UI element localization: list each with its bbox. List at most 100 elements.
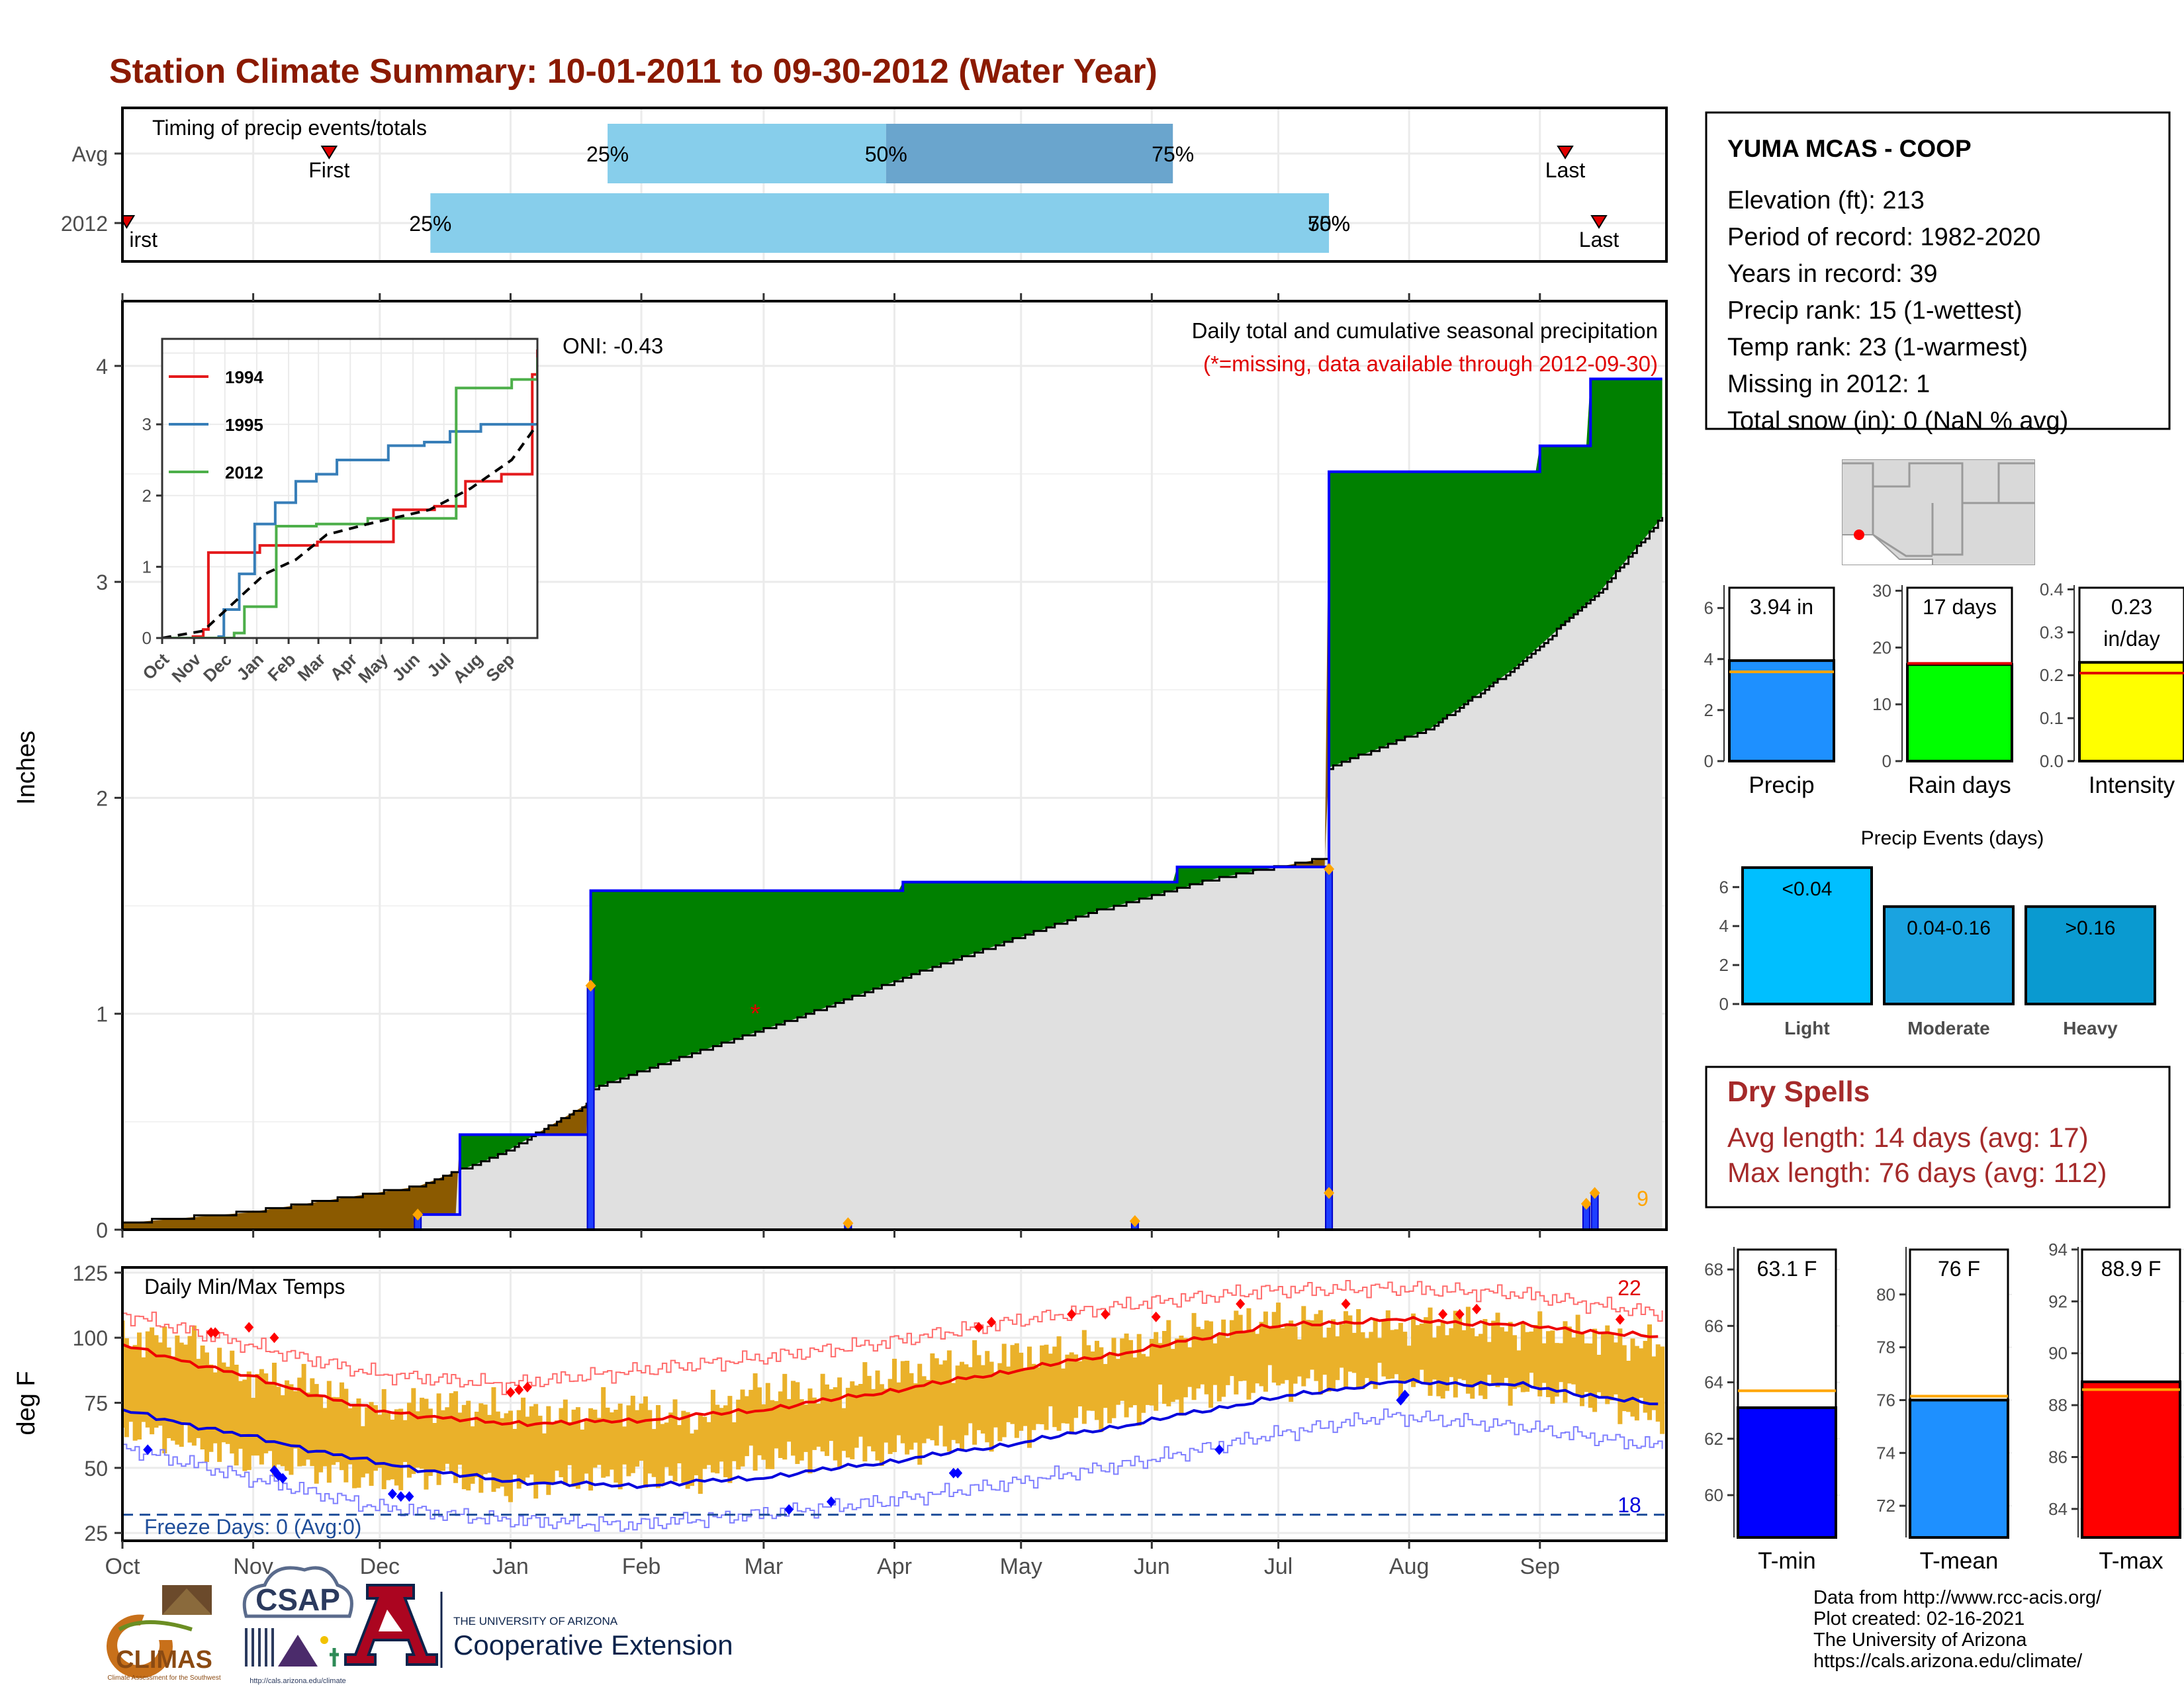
season-precip-category: Precip <box>1749 772 1814 798</box>
hot-day-marker <box>1341 1299 1351 1310</box>
temp-stat-ytick-label: 62 <box>1704 1429 1723 1449</box>
temp-stat-bar <box>2081 1380 2181 1539</box>
cold-day-marker <box>387 1488 397 1500</box>
hot-day-marker <box>506 1387 516 1398</box>
csap-cactus-icon <box>330 1648 339 1667</box>
hot-day-marker <box>974 1322 983 1333</box>
avg-q1-bar <box>608 124 886 183</box>
hot-day-marker <box>1067 1308 1077 1320</box>
season-rain-days-ytick-label: 10 <box>1872 694 1891 714</box>
credit-line: https://cals.arizona.edu/climate/ <box>1813 1651 2083 1672</box>
season-rain-days-bar <box>1906 663 2013 762</box>
temp-month-label: Sep <box>1520 1554 1561 1579</box>
event-count: 9 <box>1637 1187 1649 1211</box>
temp-stat-ytick-label: 80 <box>1876 1285 1895 1304</box>
event-bar-light <box>1741 866 1873 1006</box>
dry-spells-avg: Avg length: 14 days (avg: 17) <box>1727 1122 2089 1153</box>
hot-day-marker <box>514 1384 524 1395</box>
temp-stat-ytick-label: 64 <box>1704 1373 1723 1393</box>
temp-stat-value: 63.1 F <box>1757 1257 1817 1281</box>
event-category: Moderate <box>1907 1018 1989 1038</box>
avg-precip-area <box>122 517 1662 1230</box>
page-title: Station Climate Summary: 10-01-2011 to 0… <box>109 52 1158 91</box>
map-state-borders <box>1842 462 2035 504</box>
avg-first-marker <box>320 146 338 160</box>
hot-day-marker <box>1151 1311 1161 1322</box>
season-intensity-ytick-label: 0.2 <box>2040 665 2064 685</box>
record-min-line <box>122 1408 1663 1532</box>
temp-month-label: Oct <box>105 1554 140 1579</box>
temp-stat-ytick-label: 76 <box>1876 1390 1895 1410</box>
event-bar-label: <0.04 <box>1782 878 1833 900</box>
precip-caption-missing: (*=missing, data available through 2012-… <box>1203 351 1658 376</box>
map-state-borders-2 <box>1872 486 2035 557</box>
avg-q2-bar <box>886 124 1173 183</box>
event-ytick-label: 0 <box>1719 994 1729 1014</box>
y2012-last-marker <box>1590 215 1608 229</box>
timing-row-label: Avg <box>71 142 108 166</box>
daily-temp-bars <box>122 1303 1665 1502</box>
hot-day-marker <box>210 1327 220 1338</box>
temp-stat-category: T-min <box>1758 1548 1816 1574</box>
temp-month-label: Jan <box>492 1554 529 1579</box>
temp-panel: Daily Min/Max Temps Freeze Days: 0 (Avg:0… <box>122 1267 1666 1541</box>
hot-day-marker <box>1236 1299 1246 1310</box>
temp-stat-ytick-label: 88 <box>2048 1395 2068 1415</box>
climas-subtext: Climate Assessment for the Southwest <box>107 1674 220 1682</box>
temp-month-label: Feb <box>622 1554 661 1579</box>
csap-text: CSAP <box>255 1582 340 1617</box>
temp-stat-t-min-panel: 63.1 F <box>1734 1247 1840 1539</box>
season-precip-ytick-label: 6 <box>1704 598 1713 618</box>
temp-stat-category: T-max <box>2099 1548 2163 1574</box>
events-title: Precip Events (days) <box>1861 827 2044 849</box>
cold-day-marker <box>784 1504 794 1515</box>
ua-small-text: THE UNIVERSITY OF ARIZONA <box>453 1615 618 1627</box>
inset-legend-label: 1994 <box>225 367 263 387</box>
observed-precip-line <box>122 377 1662 1230</box>
y2012-last-label: Last <box>1579 228 1619 251</box>
season-rain-days-category: Rain days <box>1908 772 2011 798</box>
daily-precip-marker <box>585 980 596 992</box>
inset-chart <box>162 339 537 638</box>
event-ytick-label: 4 <box>1719 916 1729 936</box>
ua-a-outline-icon <box>344 1584 438 1666</box>
season-intensity-value-label: 0.23 in/day <box>2103 595 2160 651</box>
temp-ytick-label: 125 <box>73 1261 108 1285</box>
event-ytick-label: 2 <box>1719 955 1729 975</box>
timing-title: Timing of precip events/totals <box>152 116 427 140</box>
timing-panel: Timing of precip events/totals <box>121 108 1666 261</box>
cold-day-marker <box>143 1444 153 1455</box>
temp-stat-value: 88.9 F <box>2101 1257 2161 1281</box>
climas-text: CLIMAS <box>116 1646 212 1674</box>
temp-stat-ytick-label: 84 <box>2048 1499 2068 1519</box>
season-precip-value-label: 3.94 in <box>1750 595 1813 619</box>
season-precip-bar <box>1728 659 1835 763</box>
below-avg-area <box>122 1134 460 1230</box>
freeze-label: Freeze Days: 0 (Avg:0) <box>144 1515 361 1539</box>
temp-month-label: May <box>1000 1554 1042 1579</box>
above-avg-area <box>459 1134 536 1171</box>
temp-stat-ytick-label: 90 <box>2048 1344 2068 1363</box>
ua-big-text: Cooperative Extension <box>453 1629 733 1661</box>
season-intensity-value-line2: in/day <box>2103 627 2160 651</box>
hot-day-marker <box>1615 1314 1625 1325</box>
station-line: Precip rank: 15 (1-wettest) <box>1727 297 2023 325</box>
temp-stat-bar <box>1737 1406 1837 1539</box>
cold-count: 18 <box>1617 1493 1641 1517</box>
temp-ytick-label: 100 <box>73 1326 108 1350</box>
climas-leaf-icon <box>118 1620 193 1631</box>
cold-day-marker <box>1214 1444 1224 1455</box>
avg-p75-label: 75% <box>1152 142 1194 166</box>
dry-spells-title: Dry Spells <box>1727 1075 1870 1108</box>
season-rain-days-value-label: 17 days <box>1923 595 1997 619</box>
avg-last-label: Last <box>1545 158 1586 182</box>
daily-precip-marker <box>1324 1187 1335 1199</box>
precip-ytick-label: 3 <box>96 571 108 594</box>
precip-ytick-label: 4 <box>96 355 108 379</box>
avg-last-marker <box>1557 146 1574 160</box>
season-rain-days-ytick-label: 0 <box>1882 751 1891 771</box>
ua-a-counter-icon <box>379 1610 402 1631</box>
season-precip-panel: 3.94 in <box>1724 585 1839 763</box>
dry-spells-box <box>1705 1066 2171 1209</box>
cold-day-marker <box>826 1496 836 1507</box>
